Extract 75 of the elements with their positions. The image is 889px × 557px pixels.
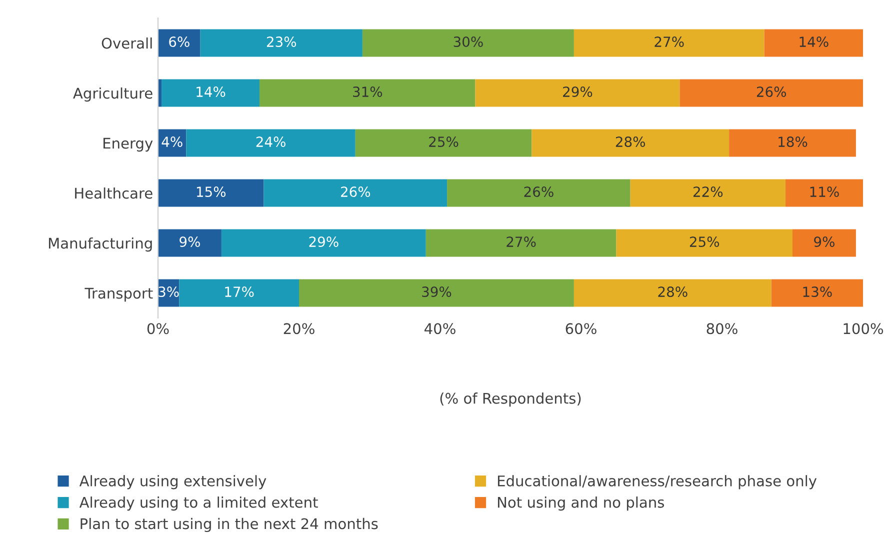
data-label: 27% (654, 36, 684, 48)
bar (158, 29, 200, 57)
bar (362, 29, 574, 57)
y-tick-label: Healthcare (75, 187, 152, 199)
data-label: 29% (563, 86, 592, 98)
data-label: 9% (814, 236, 834, 248)
y-tick-label: Agriculture (73, 87, 152, 102)
bar (475, 79, 680, 107)
bar (264, 179, 448, 207)
bar (616, 229, 792, 257)
bar (771, 279, 863, 307)
bar (158, 229, 222, 257)
bar (426, 229, 616, 257)
legend-label: Not using and no plans (498, 496, 664, 511)
data-label: 18% (778, 136, 808, 148)
y-tick-label: Transport (84, 288, 153, 302)
data-label: 14% (196, 86, 226, 98)
bar (680, 79, 863, 107)
x-tick-label: 80% (706, 323, 738, 334)
bar (221, 229, 426, 257)
bar (574, 279, 772, 307)
bar (260, 79, 476, 107)
data-label: 4% (162, 136, 182, 148)
data-label: 25% (429, 136, 458, 148)
data-label: 39% (422, 286, 452, 298)
bar (162, 79, 260, 107)
data-label: 28% (658, 286, 688, 298)
data-label: 27% (506, 236, 536, 248)
data-label: 13% (803, 286, 832, 298)
data-label: 9% (180, 236, 200, 248)
data-label: 29% (309, 236, 338, 248)
bar (764, 29, 863, 57)
y-tick-label: Manufacturing (48, 237, 152, 252)
bar (299, 279, 574, 307)
bar (186, 129, 356, 157)
data-label: 26% (524, 186, 554, 198)
x-tick-label: 0% (147, 323, 169, 334)
x-tick-label: 40% (424, 323, 456, 334)
bar (179, 279, 299, 307)
legend-label: Plan to start using in the next 24 months (80, 518, 378, 532)
data-label: 3% (158, 286, 179, 298)
bar (729, 129, 856, 157)
data-label: 30% (454, 36, 483, 48)
bar (447, 179, 630, 207)
bar (200, 29, 362, 57)
data-label: 25% (690, 236, 720, 248)
data-label: 15% (196, 186, 226, 198)
y-tick-label: Energy (104, 138, 153, 152)
bar (785, 179, 863, 207)
y-tick-label: Overall (102, 37, 152, 49)
legend-label: Already using extensively (79, 475, 266, 490)
data-label: 23% (266, 36, 296, 48)
bar (532, 129, 730, 157)
x-tick-label: 100% (844, 323, 884, 334)
bar (158, 179, 264, 207)
data-label: 31% (353, 86, 382, 98)
bar (792, 229, 856, 257)
x-tick-label: 20% (284, 323, 314, 334)
data-label: 11% (810, 186, 839, 198)
data-label: 26% (340, 186, 370, 198)
bar (574, 29, 764, 57)
x-axis-title: (% of Respondents) (440, 392, 581, 407)
legend-label: Educational/awareness/research phase only (498, 475, 817, 490)
data-label: 26% (756, 86, 786, 98)
bar (158, 129, 186, 157)
legend-label: Already using to a limited extent (79, 496, 318, 511)
data-label: 17% (225, 286, 254, 298)
data-label: 22% (693, 186, 723, 198)
data-label: 24% (256, 136, 286, 148)
data-label: 6% (169, 36, 190, 48)
data-label: 14% (800, 36, 828, 48)
bar (630, 179, 786, 207)
bar (355, 129, 532, 157)
x-tick-label: 60% (566, 323, 596, 334)
data-label: 28% (616, 136, 646, 148)
